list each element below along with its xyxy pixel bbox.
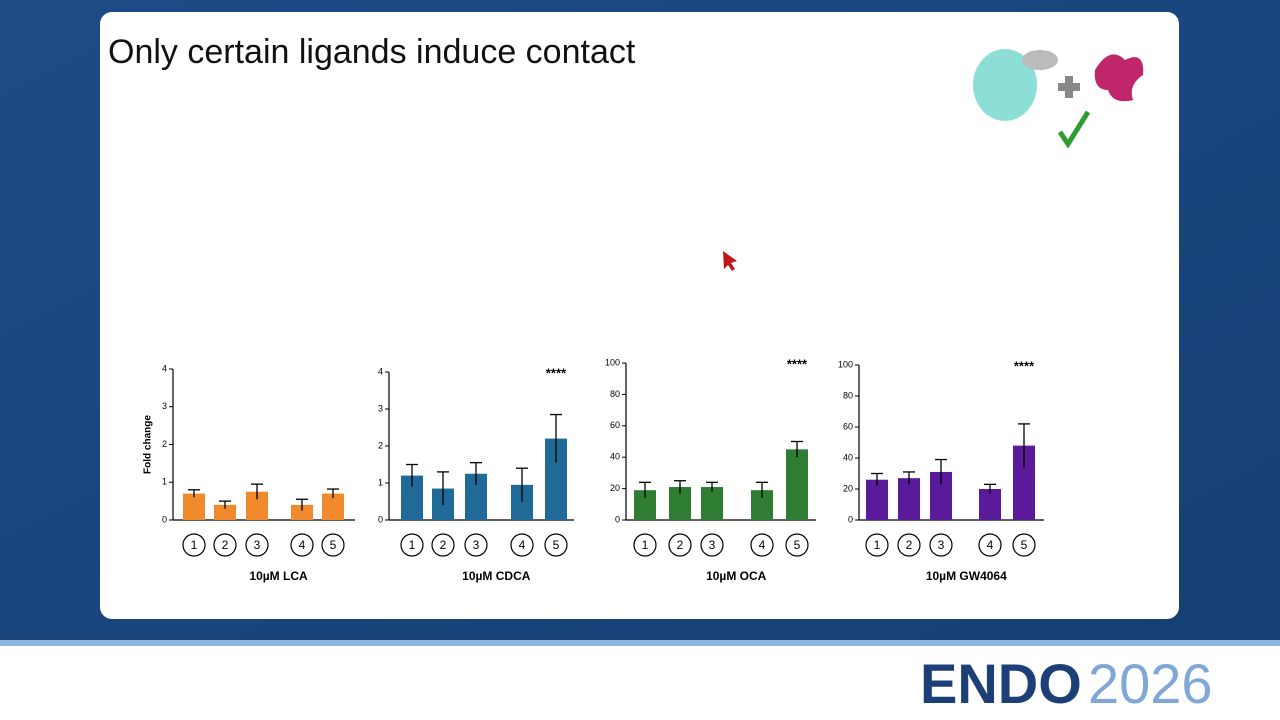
x-tick-label: 1 bbox=[642, 538, 649, 552]
y-tick-label: 60 bbox=[610, 420, 620, 430]
bar bbox=[465, 473, 487, 520]
x-tick-label: 4 bbox=[519, 538, 526, 552]
y-tick-label: 2 bbox=[162, 439, 167, 449]
bar bbox=[183, 493, 205, 520]
category-circle bbox=[321, 533, 345, 557]
bar bbox=[291, 504, 313, 520]
y-tick-label: 0 bbox=[848, 514, 853, 524]
slide-panel bbox=[100, 12, 1179, 619]
x-tick-label: 3 bbox=[938, 538, 945, 552]
significance: **** bbox=[1014, 358, 1035, 373]
category-circle bbox=[400, 533, 424, 557]
category-circle bbox=[290, 533, 314, 557]
bar bbox=[751, 490, 773, 520]
x-tick-label: 3 bbox=[473, 538, 480, 552]
bar bbox=[866, 479, 888, 520]
cursor bbox=[723, 251, 737, 271]
category-circle bbox=[544, 533, 568, 557]
x-axis-label: 10µM GW4064 bbox=[926, 569, 1007, 583]
bar bbox=[669, 487, 691, 520]
bar bbox=[634, 490, 656, 520]
y-axis-label: Fold change bbox=[143, 415, 154, 474]
y-tick-label: 20 bbox=[610, 483, 620, 493]
bar bbox=[1013, 445, 1035, 520]
x-tick-label: 1 bbox=[874, 538, 881, 552]
category-circle bbox=[668, 533, 692, 557]
logo-name: ENDO bbox=[920, 652, 1082, 715]
x-axis-label: 10µM LCA bbox=[249, 569, 308, 583]
bar bbox=[898, 478, 920, 520]
bar bbox=[511, 484, 533, 520]
x-tick-label: 4 bbox=[987, 538, 994, 552]
category-circle bbox=[510, 533, 534, 557]
x-tick-label: 4 bbox=[759, 538, 766, 552]
y-tick-label: 2 bbox=[378, 440, 383, 450]
x-tick-label: 3 bbox=[254, 538, 261, 552]
x-tick-label: 5 bbox=[330, 538, 337, 552]
bar bbox=[322, 493, 344, 520]
category-circle bbox=[1012, 533, 1036, 557]
bar bbox=[786, 449, 808, 520]
category-circle bbox=[865, 533, 889, 557]
y-tick-label: 40 bbox=[843, 452, 853, 462]
y-tick-label: 80 bbox=[843, 390, 853, 400]
y-tick-label: 4 bbox=[378, 366, 383, 376]
category-circle bbox=[182, 533, 206, 557]
x-tick-label: 2 bbox=[906, 538, 913, 552]
y-tick-label: 3 bbox=[162, 401, 167, 411]
y-tick-label: 40 bbox=[610, 452, 620, 462]
y-tick-label: 0 bbox=[378, 514, 383, 524]
bar bbox=[246, 491, 268, 520]
category-circle bbox=[245, 533, 269, 557]
x-tick-label: 1 bbox=[409, 538, 416, 552]
y-tick-label: 20 bbox=[843, 483, 853, 493]
y-tick-label: 0 bbox=[615, 514, 620, 524]
category-circle bbox=[978, 533, 1002, 557]
category-circle bbox=[700, 533, 724, 557]
x-tick-label: 3 bbox=[709, 538, 716, 552]
category-circle bbox=[897, 533, 921, 557]
y-tick-label: 100 bbox=[605, 357, 620, 367]
category-circle bbox=[464, 533, 488, 557]
category-circle bbox=[785, 533, 809, 557]
footer bbox=[0, 646, 1280, 720]
category-circle bbox=[431, 533, 455, 557]
logo-year: 2026 bbox=[1088, 652, 1213, 715]
x-tick-label: 2 bbox=[677, 538, 684, 552]
bar bbox=[214, 504, 236, 520]
category-circle bbox=[633, 533, 657, 557]
category-circle bbox=[213, 533, 237, 557]
bar bbox=[701, 487, 723, 520]
category-circle bbox=[929, 533, 953, 557]
bar bbox=[930, 471, 952, 520]
x-tick-label: 1 bbox=[191, 538, 198, 552]
slide-title: Only certain ligands induce contact bbox=[108, 33, 636, 71]
y-tick-label: 100 bbox=[838, 359, 853, 369]
stripe bbox=[0, 640, 1280, 646]
protein-icon bbox=[973, 49, 1144, 149]
category-circle bbox=[750, 533, 774, 557]
y-tick-label: 60 bbox=[843, 421, 853, 431]
bar bbox=[545, 438, 567, 520]
x-axis-label: 10µM CDCA bbox=[462, 569, 531, 583]
x-tick-label: 5 bbox=[553, 538, 560, 552]
significance: **** bbox=[787, 356, 808, 371]
x-tick-label: 2 bbox=[440, 538, 447, 552]
y-tick-label: 1 bbox=[378, 477, 383, 487]
x-tick-label: 5 bbox=[1021, 538, 1028, 552]
y-tick-label: 0 bbox=[162, 514, 167, 524]
x-tick-label: 5 bbox=[794, 538, 801, 552]
y-tick-label: 4 bbox=[162, 363, 167, 373]
y-tick-label: 80 bbox=[610, 389, 620, 399]
significance: **** bbox=[546, 365, 567, 380]
y-tick-label: 1 bbox=[162, 477, 167, 487]
x-tick-label: 2 bbox=[222, 538, 229, 552]
x-axis-label: 10µM OCA bbox=[706, 569, 767, 583]
bar bbox=[979, 489, 1001, 520]
bar bbox=[401, 475, 423, 520]
x-tick-label: 4 bbox=[299, 538, 306, 552]
y-tick-label: 3 bbox=[378, 403, 383, 413]
